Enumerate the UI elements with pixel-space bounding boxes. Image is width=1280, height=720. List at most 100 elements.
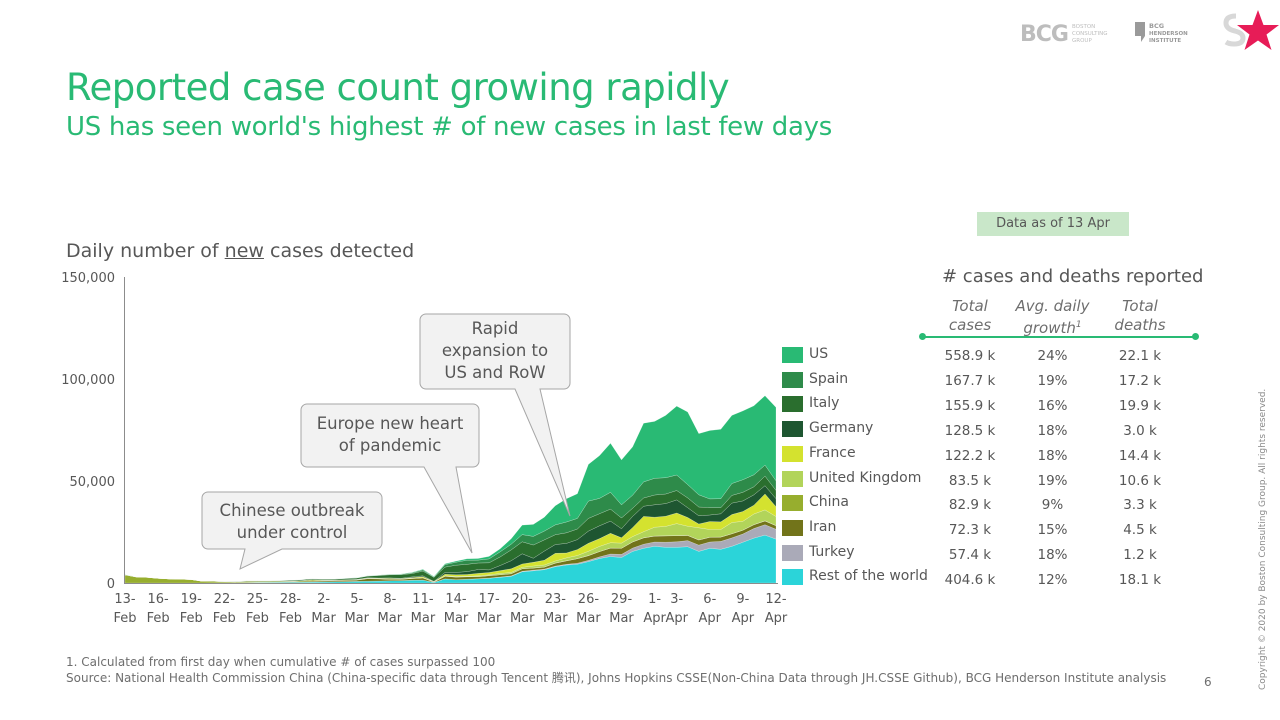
cell-deaths: 19.9 k: [1118, 397, 1162, 414]
column-header-line: Total: [1122, 297, 1158, 315]
star-logo: [1222, 8, 1280, 62]
cell-deaths: 17.2 k: [1118, 372, 1162, 389]
cell-total-cases: 167.7 k: [944, 372, 996, 389]
table-row: 83.5 k 19% 10.6 k: [930, 473, 1190, 498]
legend-label: France: [809, 444, 856, 461]
callout-text-chinese: Chinese outbreak under control: [202, 500, 382, 544]
callout-text-europe: Europe new heart of pandemic: [301, 413, 479, 457]
rule-endpoint-right: [1192, 333, 1199, 340]
x-tick-label: 29-Mar: [609, 592, 634, 626]
cell-growth: 18%: [1037, 547, 1068, 564]
cell-deaths: 3.3 k: [1123, 497, 1157, 514]
cell-deaths: 10.6 k: [1118, 472, 1162, 489]
chart-title-underlined: new: [224, 240, 264, 262]
bhi-logo-icon: [1135, 22, 1145, 42]
x-tick-label: 26-Mar: [576, 592, 601, 626]
copyright-notice: Copyright © 2020 by Boston Consulting Gr…: [1258, 388, 1268, 690]
legend-label: United Kingdom: [809, 469, 922, 486]
x-tick-label: 17-Mar: [477, 592, 502, 626]
callout-line: Rapid: [471, 319, 519, 338]
column-header-line: Avg. daily: [1015, 297, 1090, 315]
x-tick-label: 23-Mar: [543, 592, 568, 626]
callout-bubble: [419, 313, 571, 517]
bhi-logo-line-3: INSTITUTE: [1149, 38, 1181, 44]
cell-total-cases: 57.4 k: [948, 547, 992, 564]
x-tick-label: 14-Mar: [444, 592, 469, 626]
x-tick-label: 12-Apr: [765, 592, 788, 626]
cell-total-cases: 72.3 k: [948, 522, 992, 539]
legend-label: Germany: [809, 420, 874, 437]
column-header-line: Total: [952, 297, 988, 315]
legend-label: US: [809, 346, 829, 362]
callout-europe: [300, 403, 480, 554]
legend-label: China: [809, 494, 849, 511]
x-tick-label: 2-Mar: [311, 592, 336, 626]
y-tick-label: 100,000: [61, 373, 115, 388]
area-us: [124, 395, 777, 582]
legend-label: Iran: [809, 518, 837, 535]
y-tick-label: 50,000: [70, 475, 116, 490]
cell-growth: 12%: [1037, 572, 1068, 589]
legend-swatch: [782, 470, 803, 487]
y-tick-label: 150,000: [61, 271, 115, 286]
x-tick-label: 16-Feb: [147, 592, 170, 626]
table-row: 155.9 k 16% 19.9 k: [930, 398, 1190, 423]
column-header-line: cases: [948, 316, 992, 334]
legend-swatch: [782, 396, 803, 413]
cell-growth: 24%: [1037, 348, 1068, 364]
legend-label: Italy: [809, 395, 840, 412]
x-tick-label: 1-Apr: [643, 592, 666, 626]
column-header-text: growth: [1023, 319, 1076, 337]
cell-growth: 19%: [1037, 372, 1068, 389]
rule-endpoint-left: [919, 333, 926, 340]
cell-growth: 16%: [1037, 397, 1068, 414]
x-tick-label: 19-Feb: [180, 592, 203, 626]
legend-swatch: [782, 421, 803, 438]
cell-total-cases: 128.5 k: [944, 422, 996, 439]
s-mark-icon: [1223, 13, 1246, 47]
chart-title-after: cases detected: [263, 240, 415, 262]
table-title: # cases and deaths reported: [942, 266, 1204, 287]
x-tick-label: 9-Apr: [732, 592, 755, 626]
cell-deaths: 3.0 k: [1123, 422, 1157, 439]
cell-growth: 18%: [1037, 447, 1068, 464]
legend-swatch: [782, 445, 803, 462]
stacked-area-chart: 0 50,000 100,000 150,000 13-Feb 16-Feb 19-Feb…: [61, 271, 788, 626]
column-header-total-cases: Total cases: [935, 297, 1005, 335]
callout-line: Europe new heart: [316, 414, 464, 433]
data-date-badge: Data as of 13 Apr: [977, 212, 1129, 236]
x-tick-label: 6-Apr: [699, 592, 722, 626]
callout-bubble: [300, 403, 480, 554]
page-number: 6: [1204, 675, 1212, 689]
legend-label: Rest of the world: [809, 568, 928, 585]
y-tick-labels: 0 50,000 100,000 150,000: [61, 271, 115, 592]
cell-deaths: 14.4 k: [1118, 447, 1162, 464]
callout-text-us-row: Rapid expansion to US and RoW: [420, 318, 570, 384]
table-row: 558.9 k 24% 22.1 k: [930, 348, 1190, 373]
table-row: 404.6 k 12% 18.1 k: [930, 572, 1190, 597]
source-note: Source: National Health Commission China…: [66, 671, 1167, 685]
x-tick-labels: 13-Feb 16-Feb 19-Feb 22-Feb 25-Feb 28-Feb 2-Ma…: [113, 592, 787, 626]
bcg-logo-mark: BCG: [1020, 22, 1068, 46]
x-tick-label: 25-Feb: [246, 592, 269, 626]
cell-total-cases: 558.9 k: [944, 348, 996, 364]
callout-line: Chinese outbreak: [219, 501, 365, 520]
x-tick-label: 11-Mar: [411, 592, 436, 626]
legend-label: Turkey: [809, 543, 855, 560]
cell-growth: 9%: [1041, 497, 1064, 514]
legend-swatch: [782, 544, 803, 561]
legend-swatch: [782, 569, 803, 586]
cell-total-cases: 122.2 k: [944, 447, 996, 464]
table-row: 72.3 k 15% 4.5 k: [930, 522, 1190, 547]
bcg-tagline-1: BOSTON: [1072, 24, 1095, 30]
cell-growth: 18%: [1037, 422, 1068, 439]
chart-legend: US Spain Italy Germany France United Kingdom C…: [782, 345, 928, 590]
bcg-tagline-3: GROUP: [1072, 38, 1092, 44]
column-header-line: growth1: [1005, 316, 1100, 338]
legend-label: Spain: [809, 370, 849, 387]
x-tick-label: 5-Mar: [344, 592, 369, 626]
cell-deaths: 1.2 k: [1123, 547, 1157, 564]
callout-us-row: [419, 313, 571, 517]
callout-bubble: [201, 491, 383, 570]
table-header-rule: [922, 336, 1197, 338]
